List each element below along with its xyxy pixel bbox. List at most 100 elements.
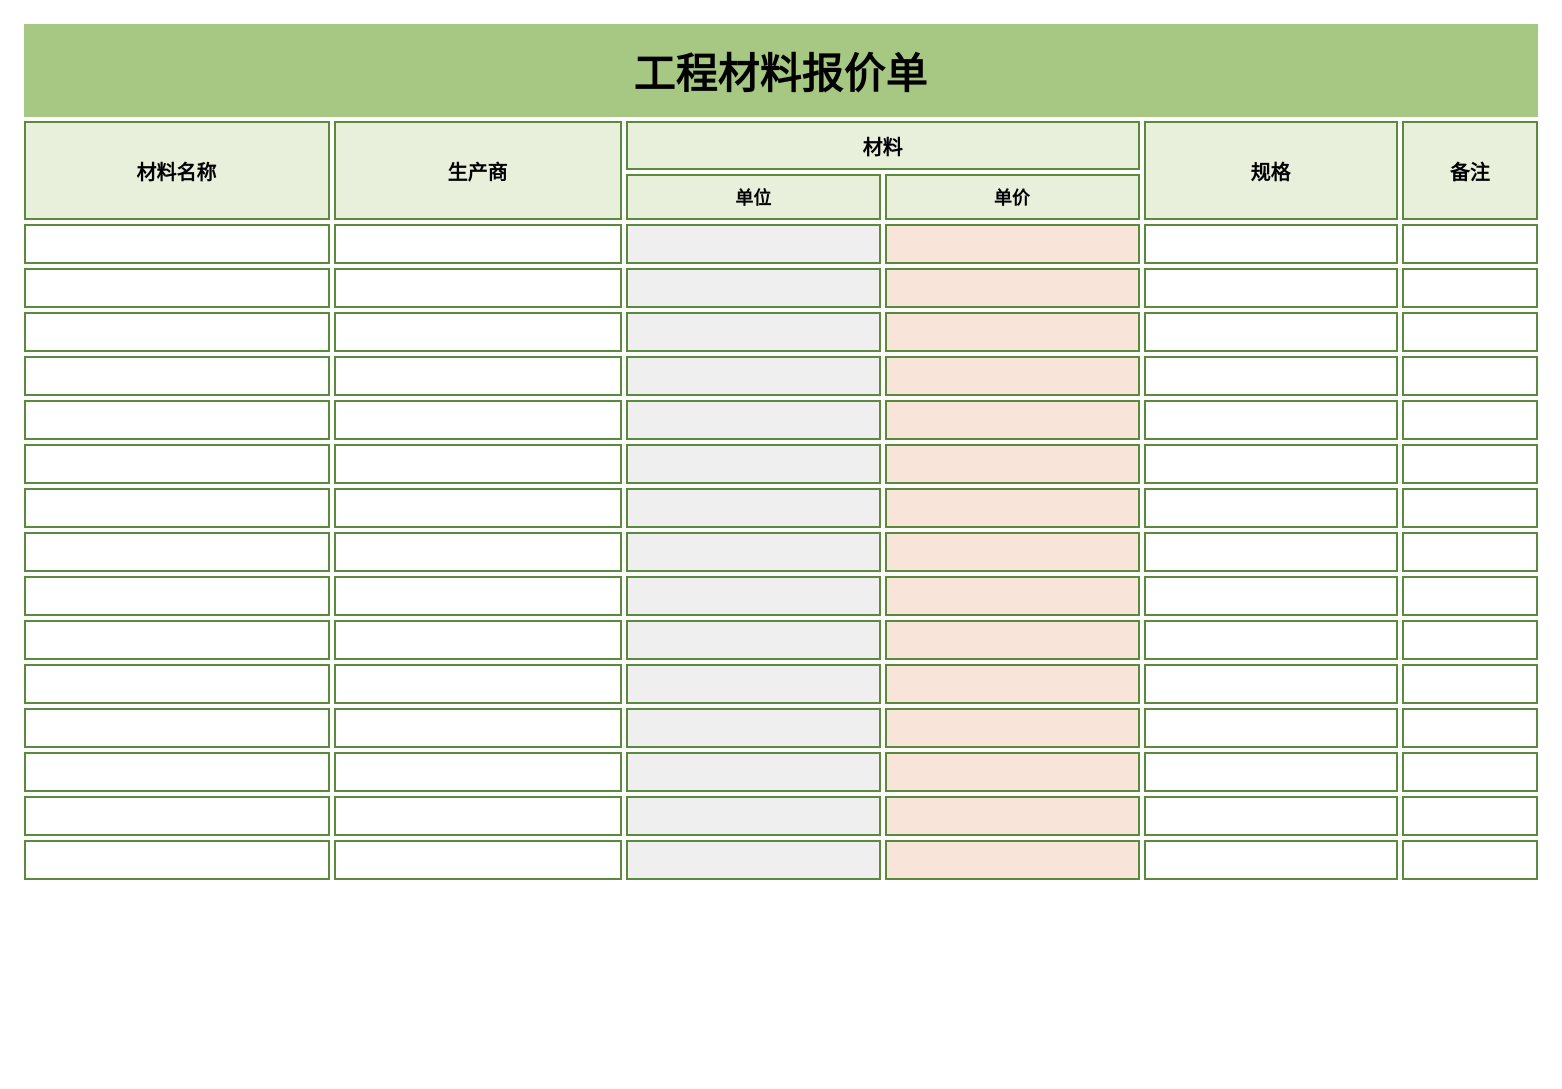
cell-unit[interactable] bbox=[626, 796, 881, 836]
cell-material-name[interactable] bbox=[24, 488, 330, 528]
table-row bbox=[24, 840, 1538, 880]
cell-manufacturer[interactable] bbox=[334, 752, 623, 792]
cell-unit[interactable] bbox=[626, 532, 881, 572]
quotation-table-container: 工程材料报价单 材料名称 生产商 材料 规格 备注 单位 单价 bbox=[20, 20, 1542, 884]
table-row bbox=[24, 356, 1538, 396]
cell-material-name[interactable] bbox=[24, 752, 330, 792]
cell-notes[interactable] bbox=[1402, 576, 1538, 616]
cell-price[interactable] bbox=[885, 664, 1140, 704]
cell-spec[interactable] bbox=[1144, 840, 1399, 880]
cell-spec[interactable] bbox=[1144, 708, 1399, 748]
cell-material-name[interactable] bbox=[24, 840, 330, 880]
cell-notes[interactable] bbox=[1402, 796, 1538, 836]
cell-unit[interactable] bbox=[626, 488, 881, 528]
cell-notes[interactable] bbox=[1402, 752, 1538, 792]
cell-manufacturer[interactable] bbox=[334, 796, 623, 836]
cell-price[interactable] bbox=[885, 796, 1140, 836]
cell-manufacturer[interactable] bbox=[334, 400, 623, 440]
cell-spec[interactable] bbox=[1144, 312, 1399, 352]
cell-manufacturer[interactable] bbox=[334, 268, 623, 308]
cell-notes[interactable] bbox=[1402, 664, 1538, 704]
cell-notes[interactable] bbox=[1402, 400, 1538, 440]
cell-manufacturer[interactable] bbox=[334, 664, 623, 704]
header-unit: 单位 bbox=[626, 174, 881, 220]
cell-unit[interactable] bbox=[626, 444, 881, 484]
cell-notes[interactable] bbox=[1402, 444, 1538, 484]
table-row bbox=[24, 268, 1538, 308]
cell-manufacturer[interactable] bbox=[334, 312, 623, 352]
title-row: 工程材料报价单 bbox=[24, 24, 1538, 117]
cell-notes[interactable] bbox=[1402, 532, 1538, 572]
cell-material-name[interactable] bbox=[24, 444, 330, 484]
cell-unit[interactable] bbox=[626, 664, 881, 704]
cell-spec[interactable] bbox=[1144, 620, 1399, 660]
cell-unit[interactable] bbox=[626, 312, 881, 352]
cell-unit[interactable] bbox=[626, 840, 881, 880]
cell-material-name[interactable] bbox=[24, 224, 330, 264]
cell-spec[interactable] bbox=[1144, 356, 1399, 396]
cell-manufacturer[interactable] bbox=[334, 576, 623, 616]
cell-price[interactable] bbox=[885, 268, 1140, 308]
cell-manufacturer[interactable] bbox=[334, 532, 623, 572]
cell-price[interactable] bbox=[885, 576, 1140, 616]
cell-notes[interactable] bbox=[1402, 356, 1538, 396]
cell-spec[interactable] bbox=[1144, 532, 1399, 572]
cell-price[interactable] bbox=[885, 444, 1140, 484]
cell-notes[interactable] bbox=[1402, 224, 1538, 264]
cell-unit[interactable] bbox=[626, 708, 881, 748]
cell-price[interactable] bbox=[885, 532, 1140, 572]
cell-unit[interactable] bbox=[626, 752, 881, 792]
cell-notes[interactable] bbox=[1402, 620, 1538, 660]
cell-material-name[interactable] bbox=[24, 532, 330, 572]
cell-spec[interactable] bbox=[1144, 444, 1399, 484]
cell-notes[interactable] bbox=[1402, 708, 1538, 748]
cell-manufacturer[interactable] bbox=[334, 224, 623, 264]
cell-price[interactable] bbox=[885, 488, 1140, 528]
cell-spec[interactable] bbox=[1144, 268, 1399, 308]
cell-unit[interactable] bbox=[626, 356, 881, 396]
cell-unit[interactable] bbox=[626, 620, 881, 660]
cell-spec[interactable] bbox=[1144, 796, 1399, 836]
table-row bbox=[24, 708, 1538, 748]
cell-manufacturer[interactable] bbox=[334, 620, 623, 660]
cell-spec[interactable] bbox=[1144, 576, 1399, 616]
cell-price[interactable] bbox=[885, 840, 1140, 880]
cell-spec[interactable] bbox=[1144, 752, 1399, 792]
cell-material-name[interactable] bbox=[24, 664, 330, 704]
cell-manufacturer[interactable] bbox=[334, 488, 623, 528]
table-row bbox=[24, 532, 1538, 572]
cell-price[interactable] bbox=[885, 752, 1140, 792]
cell-material-name[interactable] bbox=[24, 620, 330, 660]
cell-notes[interactable] bbox=[1402, 312, 1538, 352]
cell-spec[interactable] bbox=[1144, 488, 1399, 528]
cell-material-name[interactable] bbox=[24, 708, 330, 748]
cell-material-name[interactable] bbox=[24, 356, 330, 396]
cell-price[interactable] bbox=[885, 400, 1140, 440]
cell-notes[interactable] bbox=[1402, 840, 1538, 880]
cell-unit[interactable] bbox=[626, 576, 881, 616]
cell-manufacturer[interactable] bbox=[334, 356, 623, 396]
cell-material-name[interactable] bbox=[24, 796, 330, 836]
cell-manufacturer[interactable] bbox=[334, 444, 623, 484]
cell-spec[interactable] bbox=[1144, 400, 1399, 440]
cell-material-name[interactable] bbox=[24, 400, 330, 440]
cell-material-name[interactable] bbox=[24, 312, 330, 352]
cell-price[interactable] bbox=[885, 620, 1140, 660]
cell-unit[interactable] bbox=[626, 268, 881, 308]
cell-price[interactable] bbox=[885, 224, 1140, 264]
cell-spec[interactable] bbox=[1144, 664, 1399, 704]
table-row bbox=[24, 796, 1538, 836]
cell-manufacturer[interactable] bbox=[334, 708, 623, 748]
cell-material-name[interactable] bbox=[24, 576, 330, 616]
cell-spec[interactable] bbox=[1144, 224, 1399, 264]
cell-material-name[interactable] bbox=[24, 268, 330, 308]
cell-unit[interactable] bbox=[626, 224, 881, 264]
cell-manufacturer[interactable] bbox=[334, 840, 623, 880]
cell-price[interactable] bbox=[885, 708, 1140, 748]
cell-notes[interactable] bbox=[1402, 268, 1538, 308]
cell-notes[interactable] bbox=[1402, 488, 1538, 528]
cell-price[interactable] bbox=[885, 312, 1140, 352]
cell-price[interactable] bbox=[885, 356, 1140, 396]
cell-unit[interactable] bbox=[626, 400, 881, 440]
table-title: 工程材料报价单 bbox=[24, 24, 1538, 117]
